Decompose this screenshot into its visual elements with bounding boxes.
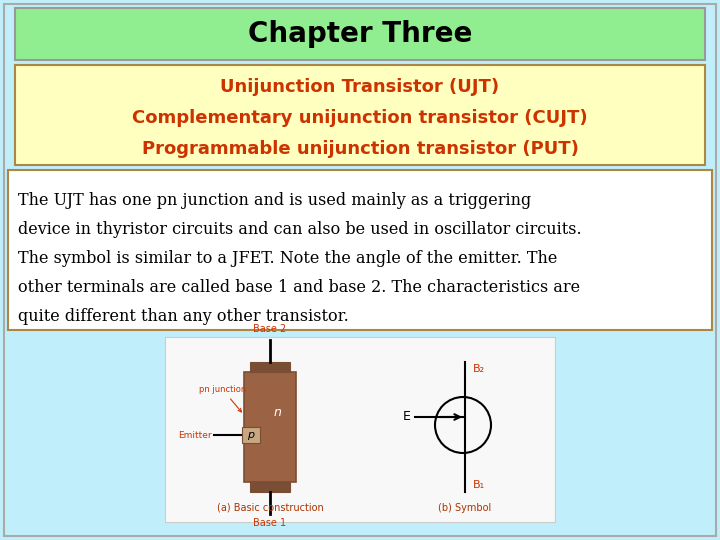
Text: (b) Symbol: (b) Symbol	[438, 503, 492, 513]
Text: p: p	[248, 430, 255, 440]
Text: Programmable unijunction transistor (PUT): Programmable unijunction transistor (PUT…	[142, 140, 578, 158]
Text: Unijunction Transistor (UJT): Unijunction Transistor (UJT)	[220, 78, 500, 96]
Text: pn junction: pn junction	[199, 385, 246, 412]
Text: Emitter: Emitter	[179, 430, 212, 440]
FancyBboxPatch shape	[242, 427, 260, 443]
FancyBboxPatch shape	[244, 372, 296, 482]
Text: (a) Basic construction: (a) Basic construction	[217, 503, 323, 513]
FancyBboxPatch shape	[250, 362, 290, 372]
FancyBboxPatch shape	[15, 8, 705, 60]
FancyBboxPatch shape	[250, 482, 290, 492]
Text: device in thyristor circuits and can also be used in oscillator circuits.: device in thyristor circuits and can als…	[18, 221, 582, 238]
FancyBboxPatch shape	[15, 65, 705, 165]
Text: n: n	[274, 406, 282, 419]
Text: B₁: B₁	[473, 480, 485, 490]
Text: quite different than any other transistor.: quite different than any other transisto…	[18, 308, 348, 325]
Text: The UJT has one pn junction and is used mainly as a triggering: The UJT has one pn junction and is used …	[18, 192, 531, 209]
Text: other terminals are called base 1 and base 2. The characteristics are: other terminals are called base 1 and ba…	[18, 279, 580, 296]
Text: Base 2: Base 2	[253, 324, 287, 334]
FancyBboxPatch shape	[8, 170, 712, 330]
FancyBboxPatch shape	[165, 337, 555, 522]
Text: B₂: B₂	[473, 364, 485, 374]
Text: The symbol is similar to a JFET. Note the angle of the emitter. The: The symbol is similar to a JFET. Note th…	[18, 250, 557, 267]
Text: Complementary unijunction transistor (CUJT): Complementary unijunction transistor (CU…	[132, 109, 588, 127]
Text: Chapter Three: Chapter Three	[248, 20, 472, 48]
Text: Base 1: Base 1	[253, 518, 287, 528]
Text: E: E	[403, 410, 411, 423]
